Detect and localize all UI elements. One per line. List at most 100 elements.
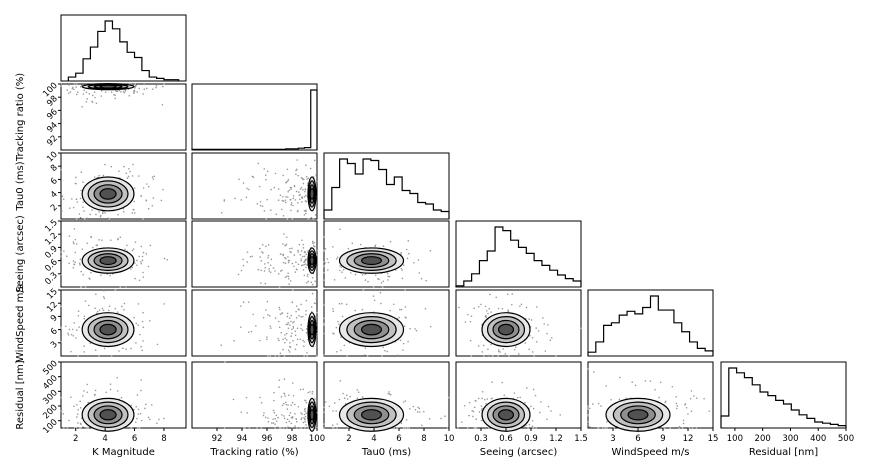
scatter-point (690, 410, 693, 412)
scatter-point (289, 247, 291, 250)
scatter-point (544, 350, 547, 352)
scatter-point (290, 198, 292, 201)
scatter-point (379, 291, 382, 294)
scatter-point (285, 339, 288, 341)
scatter-point (296, 268, 298, 271)
scatter-point (94, 393, 96, 396)
x-tick-label: 400 (810, 434, 826, 444)
scatter-point (107, 217, 110, 219)
scatter-point (289, 346, 292, 349)
scatter-point (247, 188, 250, 191)
scatter-point (664, 400, 667, 403)
scatter-point (292, 325, 295, 328)
scatter-point (242, 258, 244, 261)
scatter-point (277, 320, 280, 323)
scatter-point (109, 274, 111, 277)
scatter-point (277, 199, 280, 201)
scatter-point (115, 90, 118, 93)
scatter-point (144, 407, 146, 410)
scatter-point (272, 418, 274, 420)
scatter-point (267, 261, 269, 264)
scatter-point (125, 172, 128, 175)
density-contour (360, 409, 383, 421)
scatter-point (285, 323, 288, 326)
scatter-point (240, 326, 242, 328)
scatter-point (488, 354, 490, 357)
scatter-point (282, 195, 284, 198)
scatter-point (291, 328, 293, 331)
scatter-point (344, 277, 347, 279)
scatter-point (302, 269, 305, 271)
scatter-point (481, 390, 484, 393)
scatter-point (300, 315, 302, 318)
scatter-point (634, 384, 637, 387)
scatter-point (87, 427, 89, 429)
scatter-point (66, 89, 68, 91)
scatter-point (294, 413, 296, 415)
scatter-point (286, 418, 289, 421)
scatter-point (284, 334, 286, 336)
scatter-point (76, 416, 78, 418)
scatter-point (389, 394, 392, 396)
y-axis-label: Residual [nm] (15, 360, 26, 429)
scatter-point (145, 403, 147, 406)
scatter-point (304, 421, 306, 423)
scatter-point (60, 251, 62, 253)
scatter-point (307, 177, 310, 180)
scatter-point (290, 314, 293, 317)
y-tick-label: 96 (45, 107, 60, 122)
scatter-point (303, 255, 306, 258)
scatter-point (163, 417, 165, 420)
scatter-point (136, 264, 138, 266)
scatter-point (128, 168, 130, 170)
scatter-point (418, 407, 421, 410)
scatter-point (333, 279, 336, 281)
scatter-point (252, 176, 255, 179)
scatter-point (286, 312, 289, 315)
scatter-point (301, 201, 303, 203)
scatter-point (280, 208, 283, 211)
scatter-point (587, 414, 589, 417)
scatter-point (86, 98, 88, 100)
scatter-point (295, 421, 298, 423)
scatter-point (342, 392, 344, 395)
scatter-point (354, 273, 357, 276)
scatter-point (142, 93, 144, 95)
scatter-point (304, 259, 307, 261)
scatter-point (269, 264, 272, 267)
scatter-point (417, 406, 419, 409)
scatter-point (287, 349, 290, 352)
scatter-point (550, 410, 552, 412)
scatter-point (305, 210, 307, 213)
scatter-point (278, 286, 281, 288)
scatter-point (296, 210, 299, 213)
scatter-point (331, 424, 334, 426)
scatter-point (507, 310, 509, 313)
scatter-point (297, 406, 300, 408)
panel-frame (720, 361, 847, 429)
scatter-point (664, 401, 666, 404)
scatter-point (147, 207, 150, 210)
scatter-point (155, 84, 158, 87)
scatter-point (73, 242, 75, 245)
scatter-point (264, 282, 267, 285)
scatter-point (315, 316, 318, 319)
scatter-point (79, 86, 82, 88)
scatter-point (381, 286, 384, 288)
scatter-point (310, 216, 313, 219)
scatter-point (295, 310, 297, 313)
scatter-point (89, 213, 92, 216)
scatter-point (349, 395, 351, 398)
scatter-point (91, 209, 93, 211)
scatter-point (520, 303, 523, 306)
scatter-point (81, 248, 84, 251)
scatter-point (483, 355, 485, 357)
y-tick-label: 6 (49, 176, 60, 187)
scatter-point (305, 200, 308, 203)
y-axis-label: WindSpeed m/s (15, 284, 26, 362)
scatter-point (350, 272, 352, 274)
scatter-point (77, 314, 80, 317)
scatter-point (400, 267, 403, 270)
scatter-point (263, 270, 266, 272)
